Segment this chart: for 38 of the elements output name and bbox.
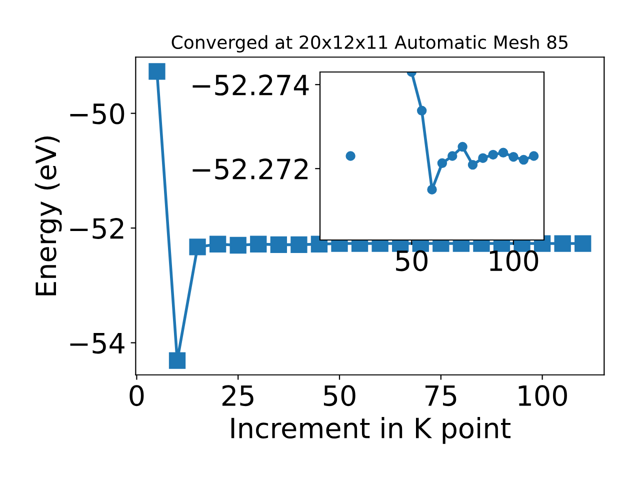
point	[437, 158, 448, 168]
point	[148, 63, 166, 80]
y-tick-label: −52.274	[192, 74, 309, 96]
y-tick-label: −52.272	[192, 158, 308, 180]
point	[518, 154, 528, 165]
point	[250, 236, 267, 252]
x-tick-label: 100	[518, 385, 567, 406]
x-tick-label: 50	[396, 250, 428, 272]
point	[478, 153, 488, 163]
point	[168, 352, 186, 369]
y-axis-title: Energy (eV)	[34, 136, 62, 296]
chart-title: Converged at 20x12x11 Automatic Mesh 85	[172, 35, 568, 53]
point	[468, 160, 478, 170]
point	[416, 106, 427, 116]
x-tick-label: 25	[222, 385, 254, 406]
point	[230, 236, 246, 254]
point	[209, 236, 226, 252]
y-tick-label: −54	[70, 333, 124, 354]
x-tick-label: 100	[490, 250, 538, 272]
x-tick-label: 75	[426, 385, 456, 406]
point	[528, 151, 539, 161]
point	[458, 142, 468, 152]
point	[554, 235, 571, 252]
x-tick-label: 50	[324, 385, 356, 406]
point	[488, 150, 498, 160]
point	[427, 184, 437, 194]
point	[346, 151, 356, 161]
point	[574, 235, 592, 252]
point	[290, 236, 308, 254]
point	[508, 152, 518, 162]
point	[270, 236, 287, 254]
point	[448, 151, 458, 161]
y-tick-label: −52	[70, 218, 124, 239]
y-tick-label: −50	[70, 103, 124, 124]
point	[189, 238, 206, 256]
point	[498, 148, 508, 158]
x-tick-label: 0	[130, 385, 144, 406]
x-axis-title: Increment in K point	[231, 417, 510, 444]
